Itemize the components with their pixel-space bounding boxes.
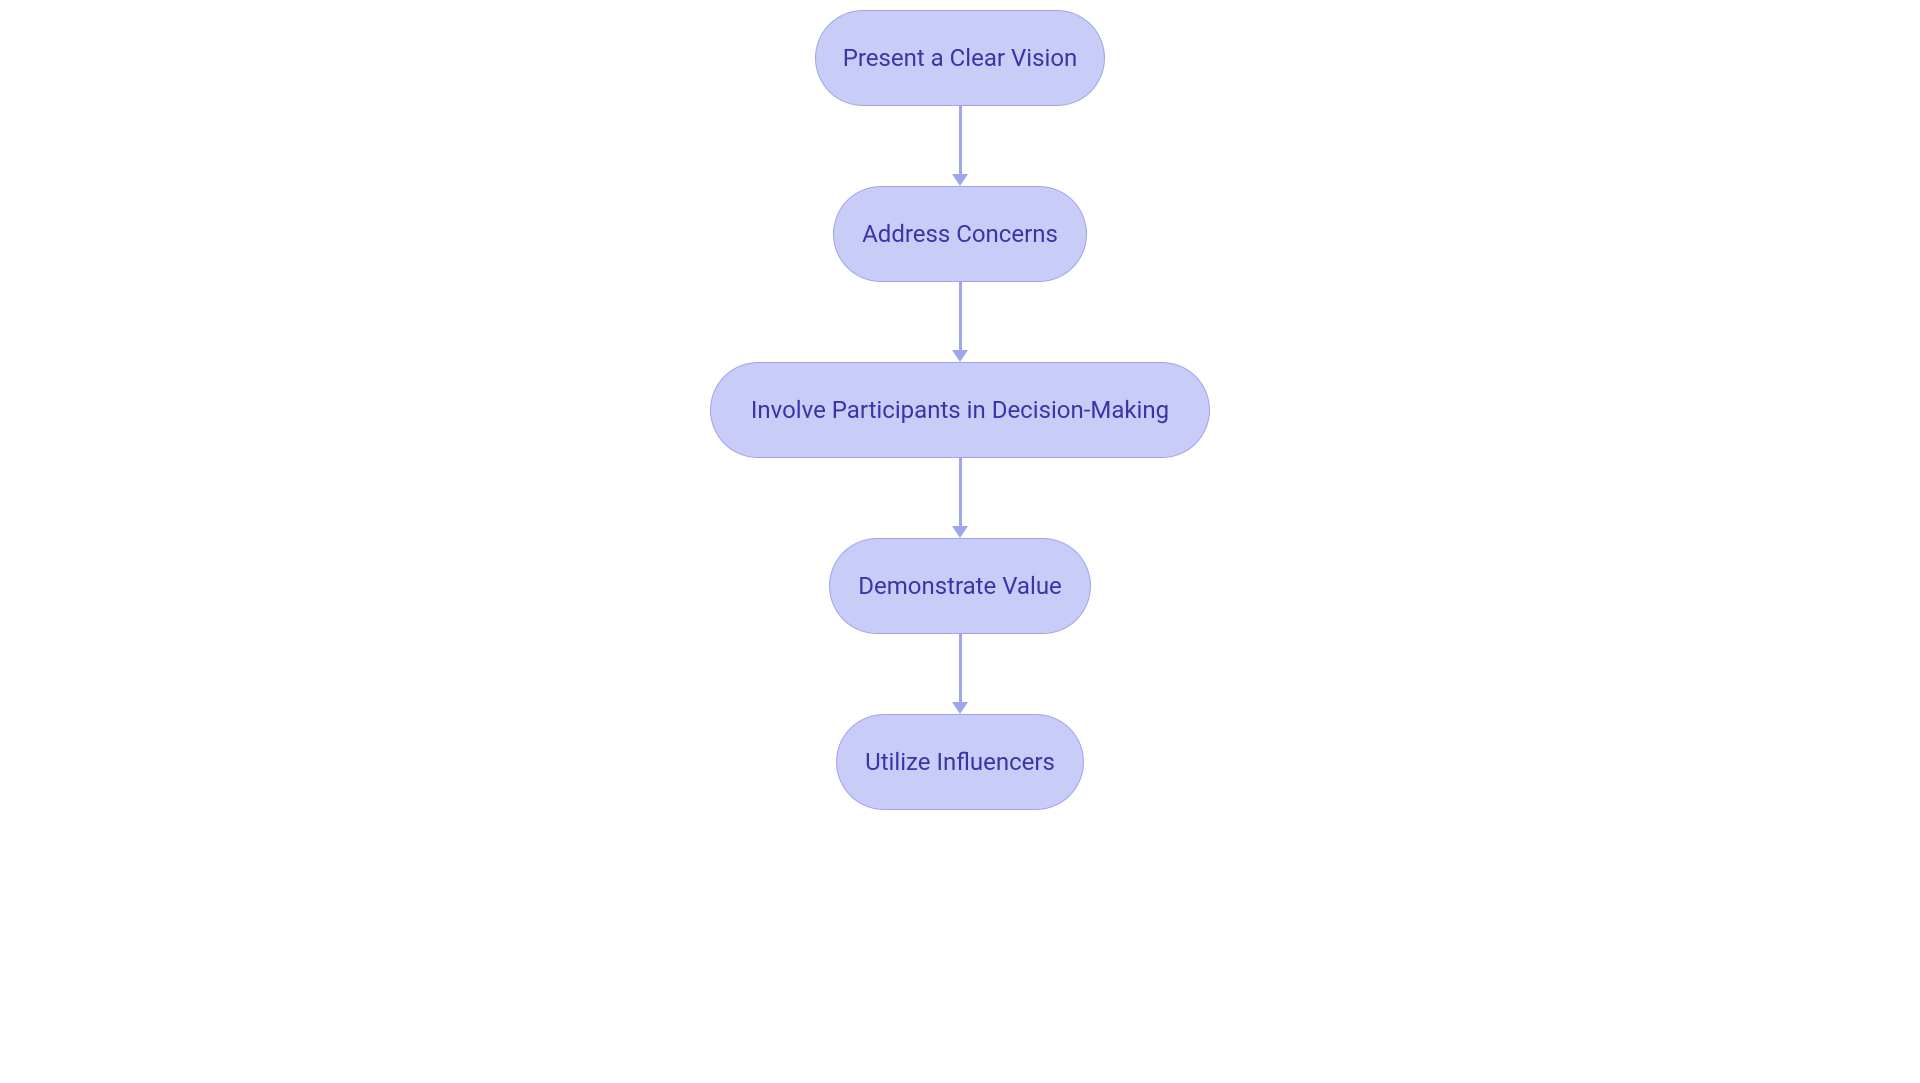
arrow-head-icon [952, 526, 968, 538]
flowchart-node: Utilize Influencers [836, 714, 1084, 810]
arrow-line [959, 106, 962, 174]
arrow-head-icon [952, 702, 968, 714]
flowchart-arrow [952, 106, 968, 186]
flowchart-node: Present a Clear Vision [815, 10, 1105, 106]
flowchart-node: Involve Participants in Decision-Making [710, 362, 1210, 458]
flowchart-node: Demonstrate Value [829, 538, 1091, 634]
flowchart-arrow [952, 634, 968, 714]
arrow-line [959, 458, 962, 526]
arrow-head-icon [952, 174, 968, 186]
arrow-line [959, 634, 962, 702]
node-label: Demonstrate Value [858, 572, 1062, 600]
arrow-line [959, 282, 962, 350]
arrow-head-icon [952, 350, 968, 362]
flowchart-arrow [952, 282, 968, 362]
node-label: Utilize Influencers [865, 748, 1055, 776]
node-label: Present a Clear Vision [843, 44, 1078, 72]
flowchart-node: Address Concerns [833, 186, 1087, 282]
node-label: Involve Participants in Decision-Making [751, 396, 1169, 424]
flowchart-arrow [952, 458, 968, 538]
node-label: Address Concerns [862, 220, 1058, 248]
flowchart-container: Present a Clear Vision Address Concerns … [710, 10, 1210, 810]
